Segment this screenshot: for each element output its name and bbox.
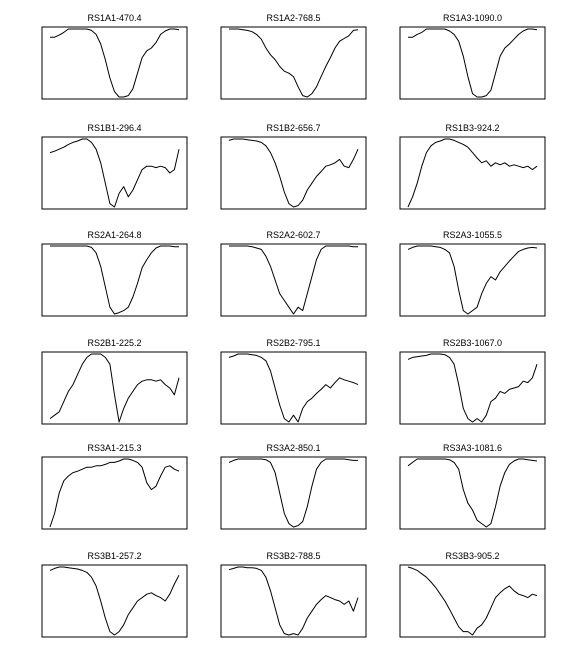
chart-panel: RS2A3-1055.5: [399, 230, 546, 317]
chart-title: RS3A1-215.3: [87, 443, 141, 453]
spectrum-line: [228, 458, 358, 528]
spectrum-line: [49, 458, 180, 528]
chart-panel: RS1A2-768.5: [220, 13, 367, 100]
spectrum-line: [229, 28, 359, 98]
chart-title: RS1B1-296.4: [87, 123, 141, 133]
chart-panel: RS1A1-470.4: [41, 13, 188, 100]
chart-panel: RS3A2-850.1: [220, 443, 367, 530]
plot-frame: [41, 26, 188, 100]
plot-frame: [220, 26, 367, 100]
chart-panel: RS1B1-296.4: [41, 123, 188, 210]
chart-title: RS2A3-1055.5: [443, 230, 502, 240]
chart-title: RS3B2-788.5: [266, 551, 320, 561]
plot-frame: [399, 351, 546, 425]
spectrum-line: [408, 28, 538, 98]
spectrum-line: [228, 138, 359, 208]
chart-title: RS1A1-470.4: [87, 13, 141, 23]
chart-title: RS1A2-768.5: [266, 13, 320, 23]
plot-frame: [41, 243, 188, 317]
spectrum-line: [407, 566, 538, 636]
chart-title: RS1A3-1090.0: [443, 13, 502, 23]
chart-title: RS2B2-795.1: [266, 338, 320, 348]
spectrum-line: [229, 245, 358, 315]
plot-frame: [220, 456, 367, 530]
chart-title: RS2A2-602.7: [266, 230, 320, 240]
spectrum-line: [49, 566, 180, 636]
plot-frame: [399, 26, 546, 100]
plot-frame: [220, 136, 367, 210]
chart-panel: RS3A3-1081.6: [399, 443, 546, 530]
chart-title: RS2B1-225.2: [87, 338, 141, 348]
spectrum-line: [50, 245, 179, 315]
chart-title: RS1B2-656.7: [266, 123, 320, 133]
spectrum-line: [49, 353, 180, 423]
chart-title: RS3A3-1081.6: [443, 443, 502, 453]
plot-frame: [220, 351, 367, 425]
chart-panel: RS1A3-1090.0: [399, 13, 546, 100]
spectrum-line: [407, 458, 538, 528]
chart-panel: RS2B3-1067.0: [399, 338, 546, 425]
plot-frame: [399, 564, 546, 638]
spectrum-line: [228, 353, 359, 423]
chart-panel: RS3A1-215.3: [41, 443, 188, 530]
chart-title: RS3B1-257.2: [87, 551, 141, 561]
plot-frame: [41, 351, 188, 425]
plot-frame: [41, 456, 188, 530]
chart-title: RS3A2-850.1: [266, 443, 320, 453]
spectrum-line: [50, 28, 180, 98]
chart-panel: RS2A1-264.8: [41, 230, 188, 317]
plot-frame: [399, 136, 546, 210]
chart-panel: RS2B1-225.2: [41, 338, 188, 425]
chart-title: RS2A1-264.8: [87, 230, 141, 240]
spectrum-line: [407, 245, 538, 315]
plot-frame: [41, 564, 188, 638]
plot-frame: [41, 136, 188, 210]
plot-frame: [220, 243, 367, 317]
plot-frame: [399, 243, 546, 317]
chart-panel: RS3B2-788.5: [220, 551, 367, 638]
chart-title: RS1B3-924.2: [445, 123, 499, 133]
chart-panel: RS1B2-656.7: [220, 123, 367, 210]
spectrum-line: [407, 138, 538, 208]
chart-panel: RS3B1-257.2: [41, 551, 188, 638]
chart-panel: RS2A2-602.7: [220, 230, 367, 317]
chart-panel: RS1B3-924.2: [399, 123, 546, 210]
chart-panel: RS2B2-795.1: [220, 338, 367, 425]
spectrum-line: [228, 566, 359, 636]
spectrum-line: [407, 353, 538, 423]
chart-title: RS2B3-1067.0: [443, 338, 502, 348]
plot-frame: [399, 456, 546, 530]
chart-title: RS3B3-905.2: [445, 551, 499, 561]
chart-panel: RS3B3-905.2: [399, 551, 546, 638]
spectrum-line: [49, 138, 180, 208]
plot-frame: [220, 564, 367, 638]
